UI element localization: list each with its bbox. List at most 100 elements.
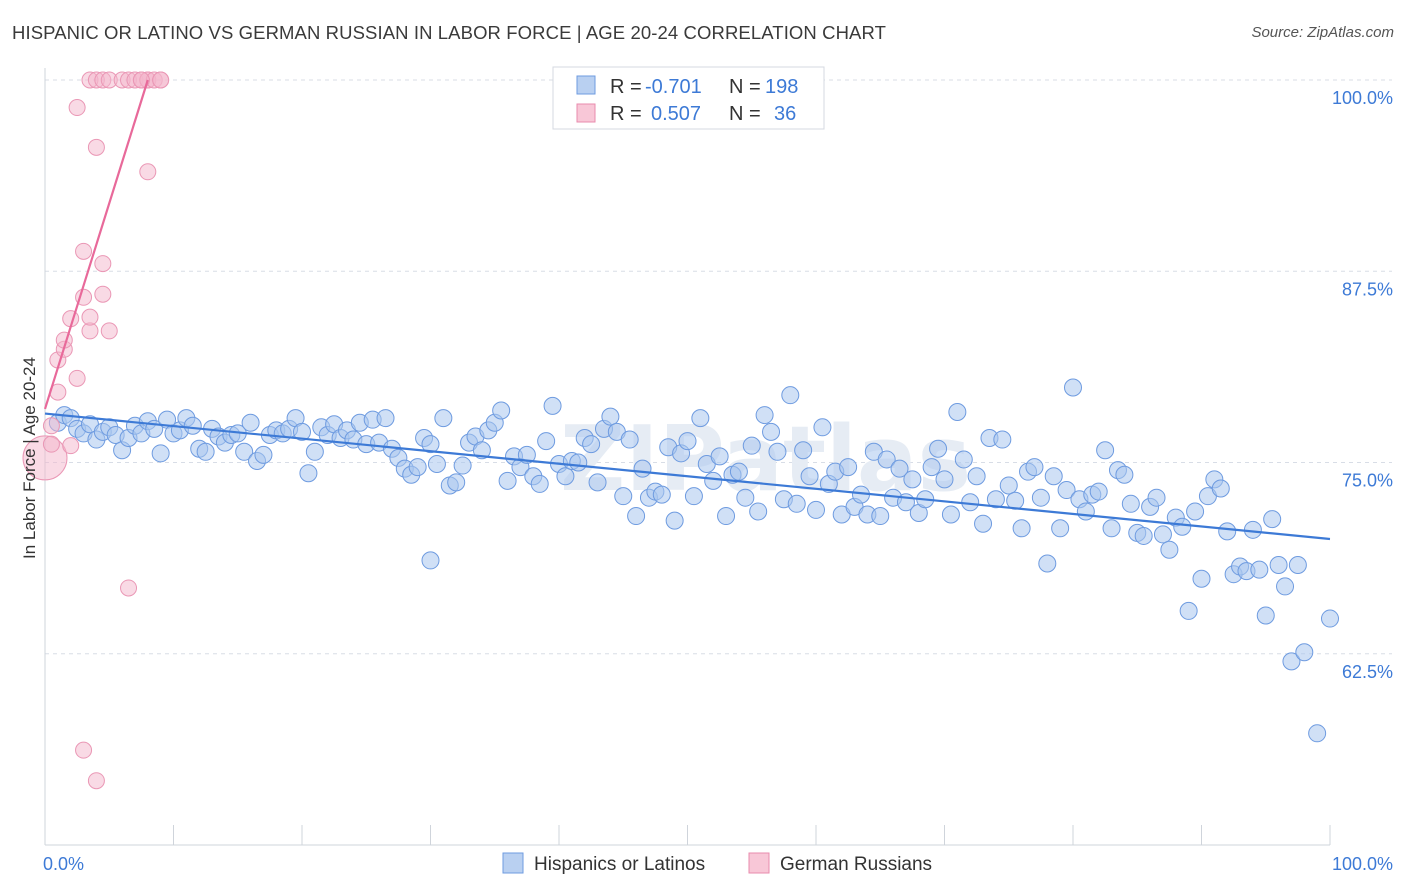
- data-point-hispanics: [781, 386, 800, 405]
- data-point-hispanics: [903, 470, 922, 489]
- data-point-hispanics: [196, 442, 215, 461]
- data-point-hispanics: [993, 430, 1012, 449]
- legend-r-label-2: R =: [610, 103, 642, 125]
- data-point-hispanics: [299, 464, 318, 483]
- data-point-hispanics: [999, 476, 1018, 495]
- data-point-hispanics: [543, 396, 562, 415]
- bottom-legend: Hispanics or Latinos German Russians: [502, 852, 932, 875]
- data-point-hispanics: [807, 500, 825, 519]
- data-point-hispanics: [1153, 525, 1172, 544]
- data-point-hispanics: [986, 490, 1005, 509]
- data-point-hispanics: [652, 485, 671, 504]
- data-point-german-russians: [68, 99, 86, 117]
- data-point-hispanics: [582, 435, 601, 454]
- data-point-hispanics: [1096, 441, 1115, 460]
- data-point-hispanics: [877, 450, 896, 469]
- series-german-russians-points: [22, 71, 170, 790]
- data-point-hispanics: [1269, 556, 1288, 575]
- data-point-hispanics: [691, 409, 710, 428]
- data-point-hispanics: [1173, 517, 1192, 536]
- data-point-hispanics: [1211, 479, 1230, 498]
- data-point-hispanics: [1288, 556, 1307, 575]
- trend-lines: [43, 79, 1331, 541]
- data-point-hispanics: [421, 435, 440, 454]
- data-point-hispanics: [794, 441, 813, 460]
- data-point-hispanics: [492, 401, 511, 420]
- data-point-hispanics: [1115, 465, 1134, 484]
- trend-line-hispanics: [44, 412, 1331, 541]
- x-tick-labels: 0.0% 100.0%: [43, 854, 1393, 874]
- data-point-hispanics: [1012, 519, 1031, 538]
- y-tick-labels: 62.5% 75.0% 87.5% 100.0%: [1332, 88, 1393, 682]
- y-axis-title: In Labor Force | Age 20-24: [20, 357, 39, 559]
- legend-n-value-2: 36: [774, 103, 796, 125]
- data-point-hispanics: [1102, 519, 1121, 538]
- data-point-hispanics: [183, 416, 202, 435]
- data-point-german-russians: [42, 435, 60, 453]
- data-point-hispanics: [768, 442, 787, 461]
- y-tick-label: 75.0%: [1342, 471, 1393, 491]
- legend-swatch-blue: [576, 75, 596, 95]
- data-point-hispanics: [1044, 467, 1063, 486]
- data-point-hispanics: [235, 442, 254, 461]
- data-point-hispanics: [935, 470, 954, 489]
- series-hispanics-points: [48, 378, 1339, 743]
- data-point-hispanics: [1064, 378, 1082, 397]
- legend-n-label-2: N =: [729, 103, 761, 125]
- data-point-hispanics: [1089, 482, 1108, 501]
- data-point-hispanics: [1121, 494, 1140, 513]
- y-tick-label: 100.0%: [1332, 88, 1393, 108]
- data-point-hispanics: [498, 471, 517, 490]
- data-point-hispanics: [1051, 519, 1070, 538]
- data-point-hispanics: [871, 507, 890, 526]
- data-point-hispanics: [717, 507, 736, 526]
- data-point-hispanics: [241, 413, 260, 432]
- data-point-hispanics: [1192, 569, 1211, 588]
- data-point-hispanics: [434, 409, 453, 428]
- data-point-hispanics: [1057, 481, 1076, 500]
- data-point-hispanics: [1186, 502, 1205, 521]
- y-tick-label: 87.5%: [1342, 279, 1393, 299]
- data-point-hispanics: [614, 487, 633, 506]
- data-point-hispanics: [1160, 540, 1179, 559]
- data-point-hispanics: [929, 439, 948, 458]
- data-point-german-russians: [94, 255, 112, 273]
- y-tick-label: 62.5%: [1342, 662, 1393, 682]
- data-point-hispanics: [293, 422, 311, 441]
- bottom-legend-label-hispanics: Hispanics or Latinos: [534, 854, 705, 875]
- data-point-german-russians: [75, 242, 93, 260]
- data-point-hispanics: [967, 467, 986, 486]
- data-point-hispanics: [749, 502, 768, 521]
- legend-r-value-2: 0.507: [651, 103, 701, 125]
- data-point-german-russians: [152, 71, 170, 89]
- data-point-hispanics: [1038, 554, 1057, 573]
- data-point-hispanics: [665, 511, 684, 530]
- data-point-hispanics: [1250, 560, 1269, 579]
- legend-r-label-1: R =: [610, 76, 642, 98]
- data-point-hispanics: [922, 458, 941, 477]
- data-point-hispanics: [408, 458, 427, 477]
- data-point-hispanics: [787, 494, 806, 513]
- data-point-hispanics: [305, 442, 324, 461]
- data-point-hispanics: [800, 467, 819, 486]
- data-point-hispanics: [620, 430, 639, 449]
- data-point-hispanics: [1295, 643, 1314, 662]
- data-point-hispanics: [1276, 577, 1295, 596]
- data-point-german-russians: [68, 369, 86, 387]
- data-point-hispanics: [729, 462, 748, 481]
- grid-lines: [45, 79, 1392, 655]
- data-point-hispanics: [1031, 488, 1050, 507]
- data-point-hispanics: [601, 407, 620, 426]
- data-point-german-russians: [42, 417, 60, 435]
- data-point-hispanics: [530, 474, 549, 493]
- data-point-hispanics: [742, 436, 761, 455]
- data-point-hispanics: [678, 432, 697, 451]
- chart-title: HISPANIC OR LATINO VS GERMAN RUSSIAN IN …: [12, 22, 887, 43]
- data-point-hispanics: [376, 409, 395, 428]
- data-point-hispanics: [710, 447, 729, 466]
- data-point-hispanics: [556, 467, 575, 486]
- data-point-hispanics: [704, 471, 723, 490]
- data-point-hispanics: [1025, 458, 1044, 477]
- data-point-hispanics: [1263, 510, 1282, 529]
